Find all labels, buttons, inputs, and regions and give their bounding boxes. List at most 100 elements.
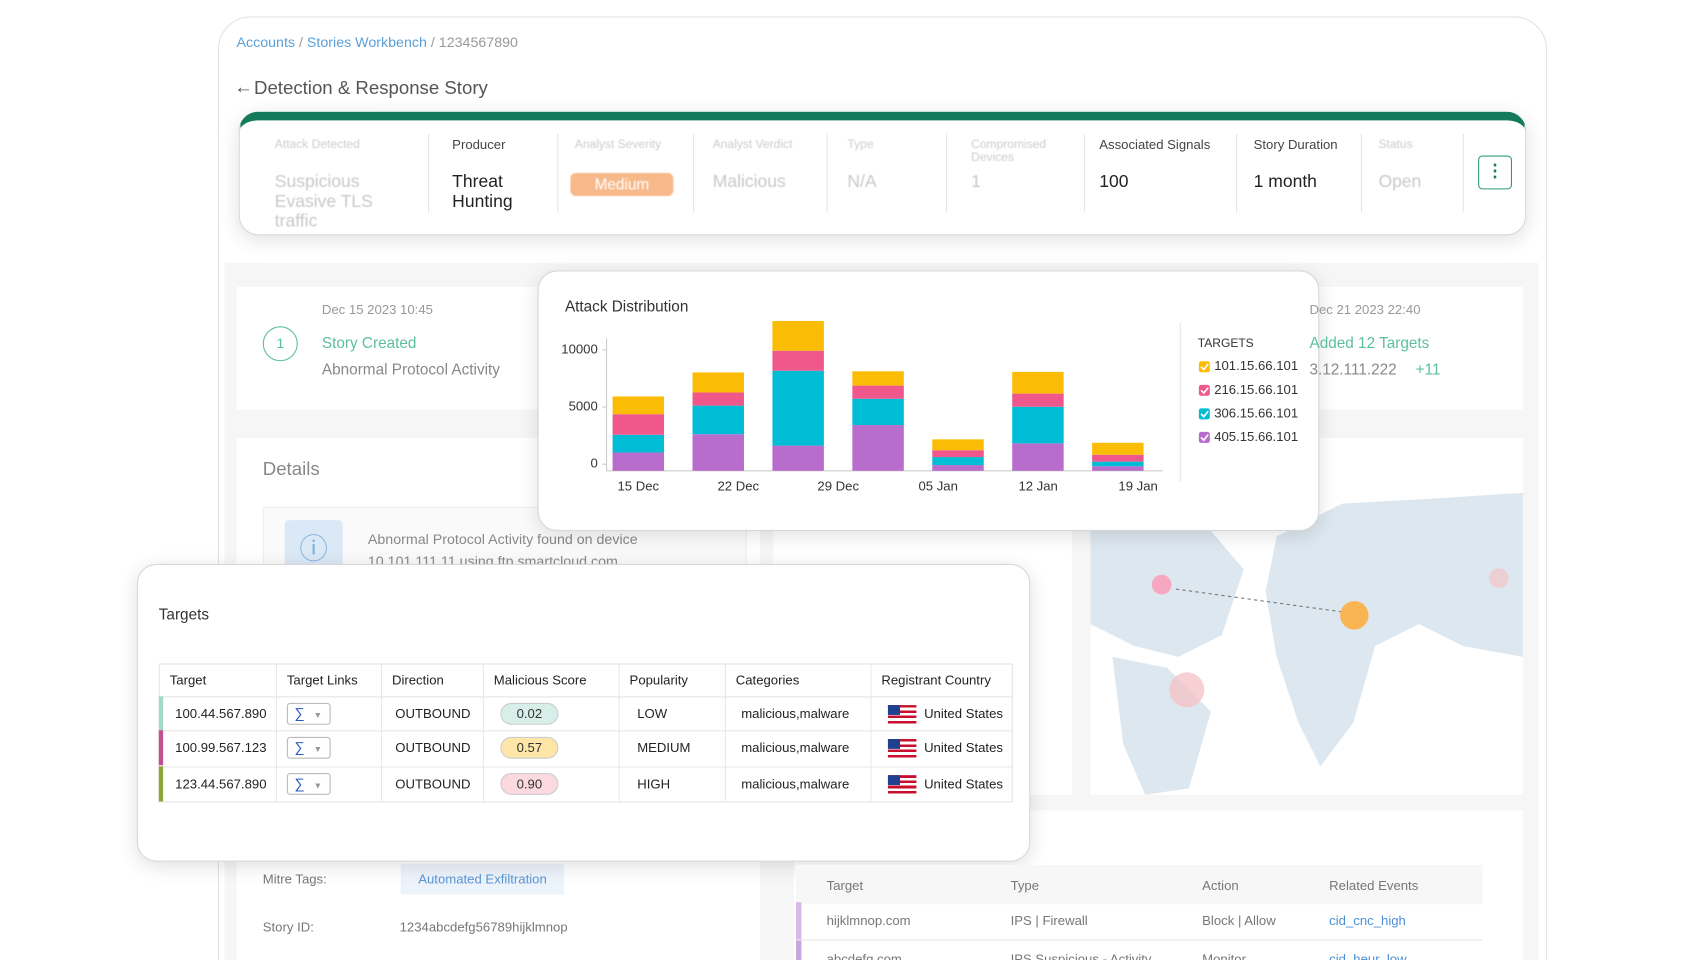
- info-label: Story Duration: [1253, 136, 1338, 153]
- breadcrumb-item[interactable]: Stories Workbench: [306, 33, 427, 51]
- categories-cell: malicious,malware: [741, 706, 850, 722]
- map-point: [1169, 672, 1205, 708]
- targets-row-line: [158, 766, 1013, 768]
- score-badge: 0.57: [500, 736, 559, 759]
- timeline-text: Abnormal Protocol Activity: [321, 360, 500, 378]
- row-marker: [158, 696, 164, 732]
- details-title: Details: [262, 458, 320, 480]
- targets-row-line: [158, 696, 1013, 698]
- bar-segment: [692, 405, 744, 435]
- direction-cell: OUTBOUND: [395, 706, 471, 722]
- legend-check: [1200, 363, 1209, 371]
- info-divider: [1462, 133, 1464, 213]
- targets-col-line: [724, 663, 726, 803]
- map-point: [1151, 574, 1172, 595]
- direction-cell: OUTBOUND: [395, 740, 471, 756]
- events-row-marker: [795, 902, 802, 940]
- events-cell: Monitor: [1202, 951, 1246, 960]
- bar-segment: [692, 434, 744, 471]
- target-cell: 123.44.567.890: [175, 776, 267, 792]
- info-divider: [557, 133, 559, 213]
- info-value: 1: [971, 172, 981, 192]
- bar-segment: [932, 457, 984, 466]
- bar-segment: [772, 445, 824, 471]
- bar-segment: [852, 425, 904, 471]
- timeline-step: 1: [262, 326, 298, 362]
- info-label: Type: [847, 137, 874, 152]
- chart: Attack Distribution TARGETS 0 5000 10000 15…: [561, 299, 1298, 494]
- events-header-bg: [795, 864, 1483, 905]
- targets-col-line: [618, 663, 620, 803]
- bar-segment: [772, 320, 824, 351]
- map-point: [1489, 568, 1509, 588]
- info-value[interactable]: Open: [1378, 172, 1422, 192]
- map-point: [1340, 601, 1369, 630]
- targets-title: Targets: [158, 605, 210, 623]
- targets-col-line: [870, 663, 872, 803]
- info-divider: [945, 133, 948, 213]
- events-cell[interactable]: cid_cnc_high: [1329, 913, 1406, 929]
- mitre-tag[interactable]: Automated Exfiltration: [400, 863, 565, 895]
- info-label: Analyst Verdict: [712, 137, 793, 152]
- bar-segment: [852, 398, 904, 426]
- country-cell: United States: [924, 706, 1003, 722]
- page-title: Detection & Response Story: [254, 77, 488, 99]
- bar-segment: [612, 452, 665, 471]
- bar-segment: [1092, 442, 1144, 455]
- events-cell: hijklmnop.com: [826, 913, 911, 929]
- info-label: Status: [1378, 137, 1413, 152]
- legend-label: 306.15.66.101: [1214, 405, 1298, 420]
- info-divider: [1236, 133, 1238, 213]
- bar-segment: [1012, 443, 1064, 471]
- x-tick-label: 12 Jan: [1018, 479, 1057, 494]
- targets-col-line: [381, 663, 383, 803]
- bar-segment: [1012, 371, 1064, 394]
- breadcrumb-separator: /: [426, 33, 439, 51]
- info-label: Attack Detected: [274, 137, 360, 152]
- bar-segment: [612, 414, 665, 435]
- info-card: [238, 111, 1527, 236]
- events-row-line: [795, 939, 1483, 941]
- breadcrumb-item[interactable]: Accounts: [236, 33, 296, 51]
- chart-title: Attack Distribution: [565, 299, 688, 316]
- breadcrumb-item: 1234567890: [438, 33, 518, 51]
- bar-segment: [932, 439, 984, 451]
- target-link-button[interactable]: ∑ ▼: [286, 736, 331, 759]
- events-header: Action: [1202, 878, 1239, 894]
- row-marker: [158, 730, 164, 766]
- legend-label: 101.15.66.101: [1214, 358, 1298, 373]
- bar-segment: [1012, 406, 1064, 444]
- targets-header: Categories: [735, 672, 800, 688]
- targets-header: Malicious Score: [493, 672, 587, 688]
- target-link-button[interactable]: ∑ ▼: [286, 702, 331, 725]
- target-link-button[interactable]: ∑ ▼: [286, 772, 331, 795]
- bar-segment: [932, 450, 984, 458]
- legend-check: [1200, 434, 1209, 442]
- popularity-cell: MEDIUM: [637, 740, 691, 756]
- bar-segment: [772, 370, 824, 446]
- timeline-extra: +11: [1415, 360, 1441, 378]
- info-label: Associated Signals: [1099, 136, 1211, 153]
- events-header: Related Events: [1329, 878, 1419, 894]
- map-land: [1090, 492, 1523, 795]
- events-cell[interactable]: cid_heur_low: [1329, 951, 1407, 960]
- categories-cell: malicious,malware: [741, 740, 850, 756]
- info-value: 1 month: [1253, 172, 1317, 192]
- targets-header: Registrant Country: [881, 672, 991, 688]
- categories-cell: malicious,malware: [741, 776, 850, 792]
- direction-cell: OUTBOUND: [395, 776, 471, 792]
- targets-header: Direction: [391, 672, 444, 688]
- world-map: [1090, 492, 1523, 795]
- popularity-cell: LOW: [637, 706, 668, 722]
- back-arrow[interactable]: ←: [234, 76, 253, 98]
- info-divider: [428, 133, 430, 213]
- targets-col-line: [482, 663, 484, 803]
- more-button[interactable]: ⋮: [1478, 155, 1513, 190]
- events-cell: abcdefg.com: [826, 951, 902, 960]
- legend-title: TARGETS: [1198, 336, 1254, 350]
- chart-card: Attack Distribution TARGETS 0 5000 10000 15…: [537, 270, 1320, 532]
- legend-swatch: [1198, 361, 1210, 373]
- bar-segment: [612, 434, 665, 453]
- legend-label: 405.15.66.101: [1214, 429, 1298, 444]
